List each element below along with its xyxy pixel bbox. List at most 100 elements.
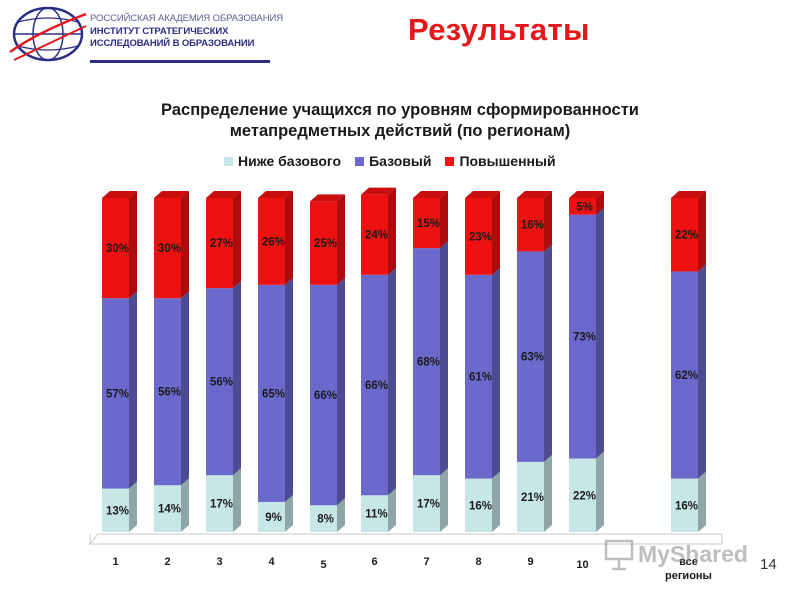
data-label: 5%: [576, 201, 593, 213]
bar-segment: [569, 198, 596, 215]
bar-segment-side: [129, 191, 137, 299]
bar-segment-side: [285, 277, 293, 502]
legend-label: Ниже базового: [238, 153, 342, 169]
bar-stack: 16% 61% 23%: [465, 191, 500, 532]
bar-segment: [413, 248, 440, 476]
bar-stack: 16% 62% 22%: [671, 191, 706, 532]
bar-segment: [206, 475, 233, 532]
data-label: 24%: [365, 230, 388, 242]
bar-segment-top: [465, 191, 500, 198]
bar-segment: [413, 198, 440, 249]
presentation-icon: [604, 539, 634, 571]
bar-segment-side: [698, 191, 706, 272]
bar-segment-side: [544, 244, 552, 462]
bar-segment: [671, 271, 698, 479]
bar-segment-top: [102, 191, 137, 198]
category-label: 10: [576, 559, 588, 571]
bar-segment: [206, 288, 233, 476]
data-label: 73%: [573, 332, 596, 344]
category-label: все регионы: [665, 556, 712, 582]
data-label: 22%: [675, 230, 698, 242]
data-label: 13%: [106, 505, 129, 517]
category-label-line: регионы: [665, 570, 712, 582]
bar-segment-side: [285, 191, 293, 285]
bar-segment-side: [492, 191, 500, 275]
data-label: 17%: [417, 499, 440, 511]
bar-segment-side: [596, 451, 604, 532]
institute-logo: РОССИЙСКАЯ АКАДЕМИЯ ОБРАЗОВАНИЯ ИНСТИТУТ…: [8, 4, 283, 66]
bar-segment-side: [181, 291, 189, 486]
bar-segment: [413, 475, 440, 532]
legend-label: Повышенный: [459, 153, 556, 169]
category-label-line: все: [679, 556, 698, 568]
logo-text: РОССИЙСКАЯ АКАДЕМИЯ ОБРАЗОВАНИЯ ИНСТИТУТ…: [90, 13, 283, 51]
legend-swatch: [355, 156, 365, 166]
data-label: 15%: [417, 218, 440, 230]
legend-swatch: [445, 156, 455, 166]
bar-segment-side: [129, 291, 137, 489]
data-label: 57%: [106, 388, 129, 400]
chart-title: Распределение учащихся по уровням сформи…: [120, 100, 680, 142]
logo-line: ИНСТИТУТ СТРАТЕГИЧЕСКИХ: [90, 25, 229, 37]
bar-segment-top: [258, 191, 293, 198]
bar-stack: 17% 68% 15%: [413, 191, 448, 532]
data-label: 26%: [262, 236, 285, 248]
data-label: 62%: [675, 370, 698, 382]
data-label: 17%: [210, 499, 233, 511]
bar-segment-side: [698, 471, 706, 532]
bar-segment-top: [310, 194, 345, 202]
bar-segment-side: [492, 471, 500, 532]
category-label: 7: [423, 556, 429, 568]
bar-segment-side: [698, 264, 706, 479]
bar-segment: [102, 488, 129, 532]
bar-segment-side: [233, 468, 241, 532]
data-label: 68%: [417, 357, 440, 369]
slide-title: Результаты: [408, 12, 590, 47]
bar-stack: 9% 65% 26%: [258, 191, 293, 532]
bar-stack: 14% 56% 30%: [154, 191, 189, 532]
chart-legend: Ниже базового Базовый Повышенный: [224, 152, 556, 170]
data-label: 63%: [521, 352, 544, 364]
bar-stack: 17% 56% 27%: [206, 191, 241, 532]
data-label: 27%: [210, 238, 233, 250]
bar-segment-side: [337, 498, 345, 532]
bar-segment: [258, 284, 285, 502]
category-label: 6: [371, 556, 377, 568]
bar-segment-side: [388, 187, 396, 275]
globe-logo-icon: [9, 6, 87, 62]
data-label: 61%: [469, 372, 492, 384]
bar-segment-side: [337, 194, 345, 285]
bar-segment-side: [233, 281, 241, 476]
data-label: 25%: [314, 238, 337, 250]
data-label: 21%: [521, 492, 544, 504]
data-label: 66%: [314, 390, 337, 402]
category-label: 9: [527, 556, 533, 568]
data-label: 11%: [365, 509, 387, 521]
bar-segment-top: [413, 191, 448, 198]
bar-segment-side: [285, 494, 293, 532]
bar-segment: [517, 198, 544, 252]
data-label: 30%: [158, 243, 181, 255]
data-label: 66%: [365, 380, 388, 392]
bar-segment: [361, 274, 388, 496]
bar-segment: [671, 198, 698, 272]
data-label: 30%: [106, 243, 129, 255]
legend-label: Базовый: [369, 153, 432, 169]
logo-line: РОССИЙСКАЯ АКАДЕМИЯ ОБРАЗОВАНИЯ: [90, 13, 284, 24]
bar-segment-side: [440, 468, 448, 532]
category-label: 8: [475, 556, 481, 568]
category-label: 4: [268, 556, 275, 568]
data-label: 23%: [469, 231, 492, 243]
bar-segment-side: [596, 207, 604, 459]
bar-segment: [102, 298, 129, 489]
bar-segment-side: [129, 481, 137, 532]
bar-segment: [465, 478, 492, 532]
bar-segment: [671, 478, 698, 532]
category-label: 2: [164, 556, 170, 568]
bar-segment-side: [233, 191, 241, 289]
bar-segment-top: [361, 187, 396, 195]
legend-item-below-base: Ниже базового: [224, 153, 341, 169]
bar-segment: [310, 284, 337, 506]
bar-segment-side: [440, 191, 448, 249]
bar-stack: 11% 66% 24%: [361, 187, 396, 532]
